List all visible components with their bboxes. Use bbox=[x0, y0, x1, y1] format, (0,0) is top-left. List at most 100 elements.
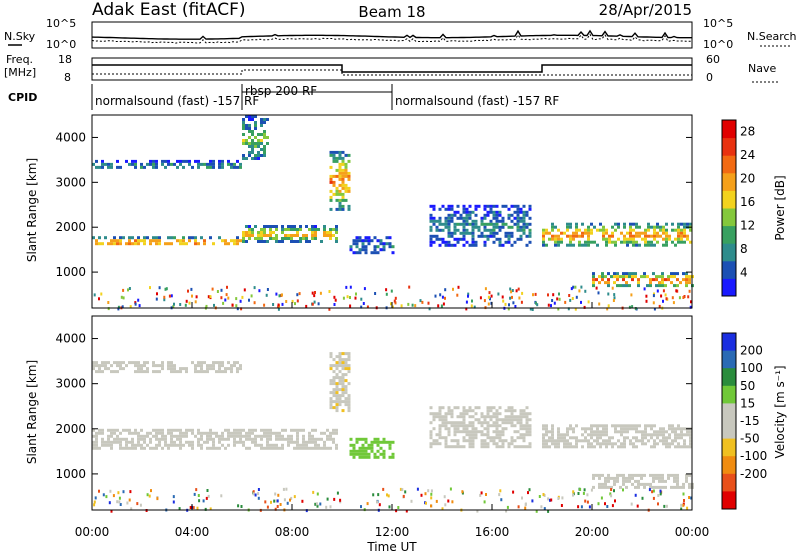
power-cell bbox=[468, 216, 472, 220]
velocity-cell bbox=[480, 442, 484, 446]
power-cell bbox=[459, 237, 463, 241]
velocity-cell bbox=[489, 418, 493, 422]
velocity-cell bbox=[197, 370, 200, 374]
velocity-cell bbox=[635, 427, 638, 431]
velocity-cell bbox=[364, 452, 368, 456]
power-cell bbox=[504, 222, 508, 226]
velocity-cell bbox=[686, 445, 689, 449]
velocity-cell bbox=[215, 446, 218, 450]
power-cell bbox=[98, 165, 101, 169]
velocity-cell bbox=[212, 437, 215, 441]
power-cell bbox=[498, 213, 502, 217]
power-cell bbox=[254, 154, 257, 157]
velocity-cell bbox=[522, 412, 526, 416]
velocity-cell bbox=[593, 433, 596, 437]
power-cell bbox=[447, 225, 451, 229]
power-cell bbox=[462, 234, 466, 238]
velocity-cell bbox=[447, 409, 451, 413]
velocity-cell bbox=[477, 406, 481, 410]
power-cell bbox=[358, 236, 362, 240]
power-cell bbox=[243, 288, 246, 292]
velocity-cell bbox=[170, 443, 173, 447]
power-cell bbox=[507, 207, 511, 211]
power-cell bbox=[566, 225, 569, 229]
velocity-cell bbox=[158, 440, 161, 444]
power-cell bbox=[558, 297, 561, 301]
velocity-cell bbox=[155, 370, 158, 374]
velocity-cell bbox=[507, 406, 511, 410]
velocity-cell bbox=[126, 501, 129, 505]
velocity-cell bbox=[688, 482, 691, 486]
velocity-cell bbox=[233, 364, 236, 368]
velocity-cell bbox=[605, 430, 608, 434]
power-cell bbox=[644, 228, 647, 232]
power-cell bbox=[522, 216, 526, 220]
velocity-cell bbox=[104, 367, 107, 371]
velocity-cell bbox=[260, 428, 263, 432]
power-cell bbox=[170, 236, 173, 240]
velocity-cell bbox=[623, 424, 626, 428]
velocity-cell bbox=[560, 433, 563, 437]
power-cell bbox=[182, 239, 185, 243]
velocity-cell bbox=[604, 476, 607, 480]
power-cell bbox=[614, 228, 617, 232]
power-cell bbox=[263, 145, 266, 148]
power-cell bbox=[143, 239, 146, 243]
power-cell bbox=[608, 240, 611, 244]
power-cell bbox=[342, 296, 345, 300]
velocity-cell bbox=[477, 421, 481, 425]
power-cell bbox=[432, 216, 436, 220]
power-cell bbox=[182, 242, 185, 246]
power-cell bbox=[489, 204, 493, 208]
power-cell bbox=[335, 192, 339, 196]
power-cell bbox=[664, 278, 667, 282]
power-cell bbox=[187, 289, 189, 293]
power-cell bbox=[155, 162, 158, 166]
power-cell bbox=[676, 272, 679, 276]
velocity-cell bbox=[116, 440, 119, 444]
velocity-cell bbox=[587, 433, 590, 437]
velocity-cell bbox=[361, 449, 365, 453]
power-cell bbox=[554, 237, 557, 241]
power-cell bbox=[517, 287, 520, 291]
velocity-cell bbox=[620, 430, 623, 434]
velocity-cell bbox=[673, 473, 676, 477]
power-cell bbox=[257, 133, 260, 136]
velocity-cell bbox=[614, 430, 617, 434]
power-cell bbox=[302, 237, 305, 240]
velocity-cell bbox=[569, 424, 572, 428]
power-cell bbox=[134, 302, 137, 306]
velocity-colorbar-swatch bbox=[722, 385, 736, 404]
power-cell bbox=[551, 234, 554, 238]
velocity-cell bbox=[683, 439, 686, 443]
power-cell bbox=[453, 228, 457, 232]
velocity-cell bbox=[644, 436, 647, 440]
velocity-cell bbox=[629, 442, 632, 446]
velocity-cell bbox=[410, 499, 413, 503]
velocity-cell bbox=[155, 431, 158, 435]
velocity-cell bbox=[178, 507, 181, 511]
power-cell bbox=[665, 231, 668, 235]
velocity-cell bbox=[376, 449, 380, 453]
velocity-cell bbox=[233, 437, 236, 441]
velocity-cell bbox=[504, 409, 508, 413]
velocity-cell bbox=[474, 436, 478, 440]
velocity-cell bbox=[477, 418, 481, 422]
velocity-cell bbox=[563, 436, 566, 440]
power-cell bbox=[444, 288, 447, 292]
power-cell bbox=[209, 295, 212, 299]
velocity-cell bbox=[560, 436, 563, 440]
velocity-cell bbox=[507, 421, 511, 425]
velocity-cell bbox=[116, 428, 119, 432]
power-cell bbox=[450, 234, 454, 238]
power-cell bbox=[616, 284, 619, 288]
power-cell bbox=[165, 287, 168, 291]
power-cell bbox=[332, 150, 336, 154]
velocity-cell bbox=[688, 485, 691, 489]
power-cell bbox=[221, 239, 224, 243]
power-cell bbox=[212, 162, 215, 166]
velocity-cell bbox=[378, 503, 381, 507]
power-cell bbox=[626, 237, 629, 241]
velocity-cell bbox=[269, 431, 272, 435]
power-x-ticks bbox=[91, 302, 693, 308]
